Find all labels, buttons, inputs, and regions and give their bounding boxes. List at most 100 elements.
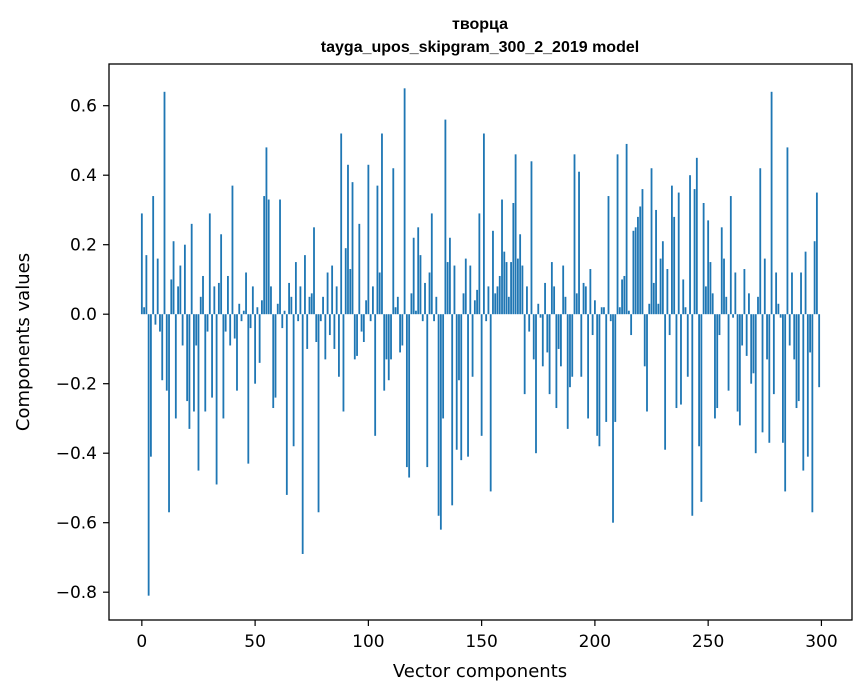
bar-62 <box>281 314 284 329</box>
bar-163 <box>510 262 512 315</box>
bar-196 <box>584 286 587 315</box>
bar-266 <box>743 269 746 315</box>
bar-209 <box>614 314 617 422</box>
bar-5 <box>152 196 155 315</box>
bar-274 <box>761 314 764 433</box>
bar-270 <box>752 314 755 374</box>
bar-191 <box>573 154 576 315</box>
bar-294 <box>806 314 809 457</box>
bar-141 <box>460 314 463 461</box>
bar-231 <box>664 314 667 450</box>
bar-223 <box>646 314 648 412</box>
bar-22 <box>190 223 193 315</box>
bar-3 <box>147 314 150 596</box>
bar-176 <box>539 314 542 318</box>
bar-249 <box>704 286 707 315</box>
bar-57 <box>270 286 272 315</box>
bar-295 <box>809 314 811 353</box>
bar-77 <box>315 314 318 342</box>
bar-263 <box>736 314 739 412</box>
bar-250 <box>707 220 710 315</box>
bar-133 <box>442 314 445 419</box>
bar-123 <box>419 255 422 315</box>
bar-201 <box>596 314 599 436</box>
y-tick-label: −0.2 <box>56 375 97 395</box>
bar-256 <box>720 227 723 315</box>
bar-175 <box>537 303 540 315</box>
bar-71 <box>301 314 304 554</box>
bar-246 <box>698 314 701 447</box>
bar-125 <box>424 282 426 315</box>
bar-28 <box>204 314 207 412</box>
bar-97 <box>360 314 363 332</box>
bar-215 <box>627 310 630 315</box>
bar-199 <box>591 314 594 336</box>
bar-24 <box>195 314 198 346</box>
bar-143 <box>464 258 467 315</box>
bar-116 <box>403 88 406 315</box>
bar-174 <box>535 314 537 454</box>
bar-83 <box>328 314 331 336</box>
x-tick-label: 250 <box>692 632 724 652</box>
bar-217 <box>632 230 635 315</box>
bar-248 <box>702 203 705 315</box>
bar-247 <box>700 314 703 502</box>
bar-181 <box>550 262 553 315</box>
bar-186 <box>562 265 565 315</box>
bar-241 <box>686 314 689 377</box>
bar-148 <box>476 289 479 315</box>
bar-156 <box>494 293 497 315</box>
bar-160 <box>503 251 506 315</box>
bar-131 <box>437 314 440 516</box>
bar-159 <box>501 199 503 315</box>
bar-171 <box>528 314 531 332</box>
bar-140 <box>458 314 460 381</box>
bar-56 <box>267 199 270 315</box>
bar-54 <box>263 196 266 315</box>
bar-37 <box>224 314 227 332</box>
bar-107 <box>383 314 386 391</box>
bar-33 <box>215 314 218 485</box>
bar-157 <box>496 286 499 315</box>
bar-167 <box>519 234 522 315</box>
bar-80 <box>322 296 324 315</box>
bar-76 <box>313 227 315 315</box>
y-tick-label: 0.2 <box>70 236 97 256</box>
bar-13 <box>170 279 173 315</box>
bar-255 <box>718 314 721 336</box>
bar-25 <box>197 314 200 471</box>
bar-192 <box>575 293 578 315</box>
bar-188 <box>566 314 569 429</box>
bar-149 <box>478 213 481 315</box>
bar-158 <box>498 275 501 315</box>
bar-96 <box>358 223 361 315</box>
bar-104 <box>376 185 379 315</box>
y-axis-label: Components values <box>13 253 34 431</box>
bar-142 <box>462 293 465 315</box>
bar-298 <box>815 192 818 315</box>
bar-84 <box>331 265 334 315</box>
bar-86 <box>335 286 338 315</box>
bar-230 <box>661 241 664 315</box>
bar-78 <box>317 314 320 513</box>
bar-253 <box>714 314 716 419</box>
bar-38 <box>227 275 229 315</box>
bar-134 <box>444 119 447 315</box>
bar-1 <box>143 307 146 315</box>
bar-228 <box>657 303 660 315</box>
x-tick-label: 100 <box>352 632 384 652</box>
bar-286 <box>788 314 791 346</box>
bar-111 <box>392 168 395 315</box>
bar-194 <box>580 314 583 377</box>
bar-184 <box>557 314 560 349</box>
bar-224 <box>648 303 651 315</box>
bar-282 <box>779 314 782 318</box>
bar-103 <box>374 314 377 436</box>
bar-120 <box>412 237 415 315</box>
bar-222 <box>643 314 646 367</box>
bar-280 <box>775 272 778 315</box>
bar-17 <box>179 265 182 315</box>
bar-161 <box>505 262 508 315</box>
bar-271 <box>754 314 757 454</box>
bar-285 <box>786 147 789 315</box>
